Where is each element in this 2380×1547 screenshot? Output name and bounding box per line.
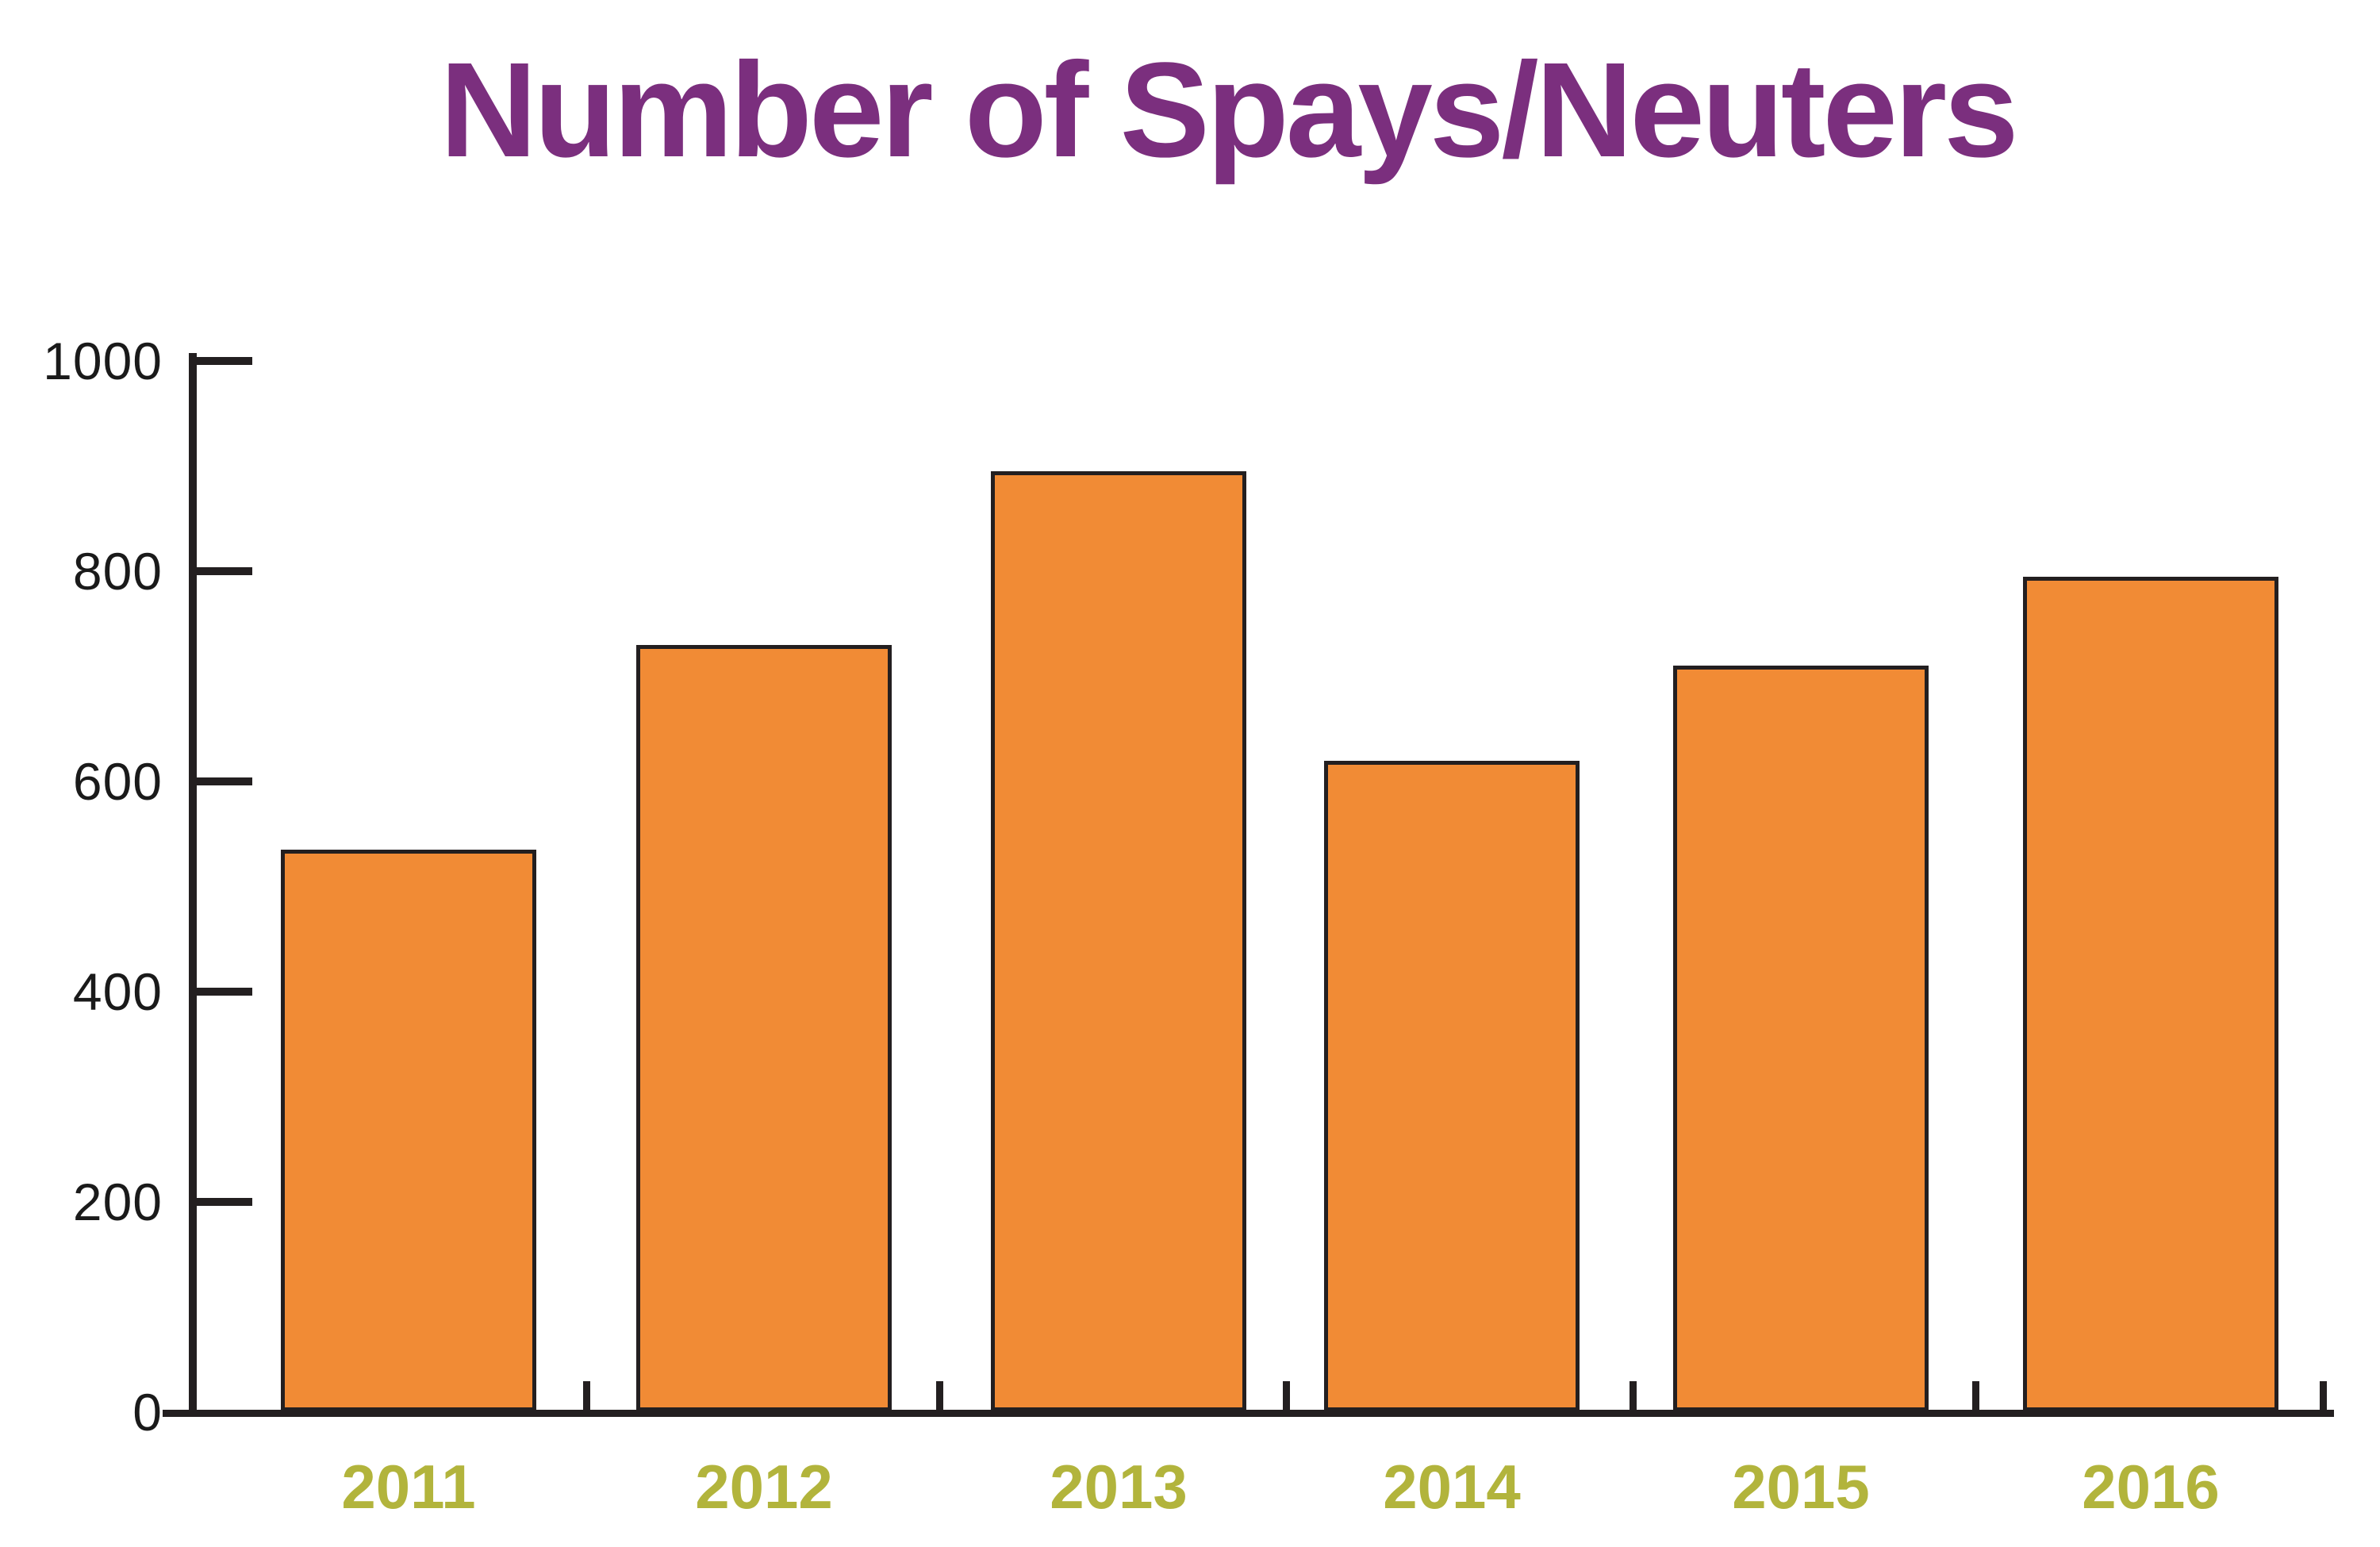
- x-tick-3: [1630, 1381, 1637, 1410]
- x-tick-2: [1283, 1381, 1290, 1410]
- y-tick-800: [195, 567, 252, 575]
- bar-2011: [281, 850, 536, 1411]
- x-label-2015: 2015: [1732, 1452, 1870, 1522]
- x-tick-0: [583, 1381, 590, 1410]
- bar-2016: [2023, 577, 2278, 1411]
- x-tick-4: [1972, 1381, 1979, 1410]
- y-tick-label-200: 200: [72, 1173, 163, 1231]
- y-tick-400: [195, 988, 252, 996]
- bar-2015: [1673, 666, 1929, 1411]
- chart-title: Number of Spays/Neuters: [440, 35, 2018, 186]
- bar-2012: [636, 645, 892, 1411]
- x-tick-5: [2320, 1381, 2327, 1410]
- bar-2013: [991, 471, 1246, 1411]
- y-tick-label-400: 400: [72, 962, 163, 1021]
- x-label-2014: 2014: [1383, 1452, 1521, 1522]
- y-axis-line: [189, 353, 197, 1417]
- x-label-2012: 2012: [695, 1452, 833, 1522]
- x-tick-1: [936, 1381, 943, 1410]
- x-label-2016: 2016: [2082, 1452, 2220, 1522]
- y-tick-label-0: 0: [132, 1383, 163, 1441]
- bar-2014: [1324, 761, 1580, 1411]
- x-label-2013: 2013: [1050, 1452, 1188, 1522]
- y-tick-200: [195, 1198, 252, 1206]
- y-tick-label-600: 600: [72, 752, 163, 811]
- y-tick-600: [195, 777, 252, 785]
- x-label-2011: 2011: [341, 1452, 476, 1522]
- y-tick-label-1000: 1000: [43, 332, 163, 390]
- y-tick-1000: [195, 357, 252, 365]
- y-tick-label-800: 800: [72, 542, 163, 601]
- x-axis-line: [163, 1410, 2334, 1417]
